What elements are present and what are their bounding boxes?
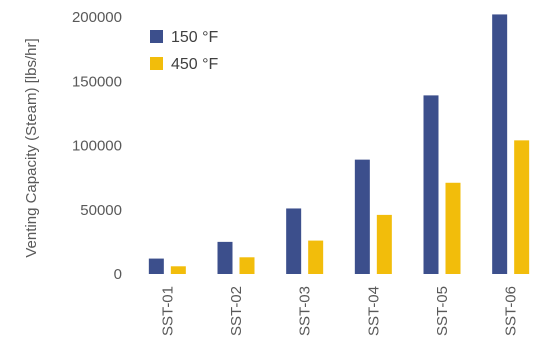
- x-tick-label: SST-01: [159, 286, 176, 336]
- legend-label: 150 °F: [171, 29, 219, 46]
- x-tick-label: SST-04: [365, 286, 382, 336]
- bars: [148, 14, 530, 275]
- legend-label: 450 °F: [171, 56, 219, 73]
- bar-sst-06-series-2: [514, 140, 530, 274]
- bar-sst-05-series-1: [423, 95, 439, 274]
- bar-sst-06-series-1: [492, 14, 508, 275]
- y-axis-label: Venting Capacity (Steam) [lbs/hr]: [23, 38, 40, 257]
- bar-sst-02-series-1: [217, 241, 233, 274]
- bar-sst-04-series-2: [376, 214, 392, 274]
- x-tick-label: SST-02: [228, 286, 245, 336]
- x-tick-label: SST-03: [297, 286, 314, 336]
- bar-sst-03-series-1: [286, 208, 302, 274]
- bar-sst-03-series-2: [308, 240, 324, 274]
- legend-swatch: [150, 57, 163, 70]
- y-axis-ticks: 0 50000 100000 150000 200000: [72, 9, 122, 283]
- bar-sst-02-series-2: [239, 257, 255, 274]
- y-tick-label: 150000: [72, 73, 122, 90]
- y-tick-label: 100000: [72, 138, 122, 155]
- bar-sst-01-series-1: [148, 258, 164, 274]
- bar-sst-01-series-2: [170, 266, 186, 274]
- bar-sst-04-series-1: [354, 159, 370, 274]
- legend: 150 °F 450 °F: [150, 29, 219, 73]
- x-axis-ticks: SST-01 SST-02 SST-03 SST-04 SST-05 SST-06: [159, 286, 519, 336]
- x-tick-label: SST-06: [503, 286, 520, 336]
- bar-sst-05-series-2: [445, 182, 461, 274]
- y-tick-label: 200000: [72, 9, 122, 26]
- legend-swatch: [150, 30, 163, 43]
- y-tick-label: 50000: [80, 202, 122, 219]
- y-tick-label: 0: [114, 266, 122, 283]
- x-tick-label: SST-05: [434, 286, 451, 336]
